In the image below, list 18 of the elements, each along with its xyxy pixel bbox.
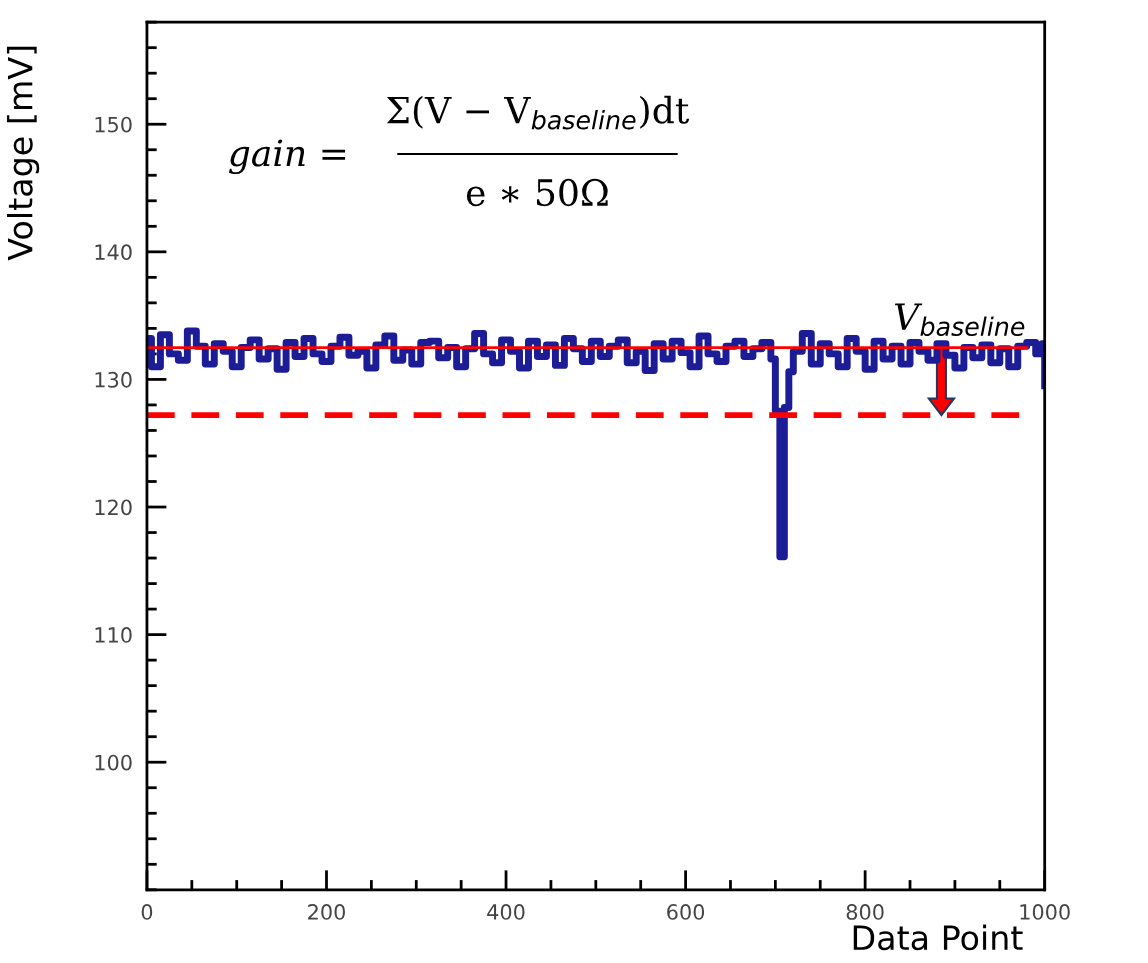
y-tick-label: 100 bbox=[95, 754, 132, 771]
x-tick-label: 600 bbox=[667, 904, 705, 920]
x-axis-title: Data Point bbox=[853, 924, 1023, 951]
y-axis-title: Voltage [mV] bbox=[6, 46, 40, 261]
y-tick-label: 140 bbox=[95, 244, 132, 261]
x-tick-label: 800 bbox=[846, 904, 884, 920]
ref-line-label: V$_{baseline}$ bbox=[894, 303, 1025, 337]
y-tick-label: 120 bbox=[95, 499, 132, 516]
y-tick-label: 110 bbox=[95, 627, 132, 643]
x-tick-label: 1000 bbox=[1020, 904, 1070, 920]
annotation: e ∗ 50Ω bbox=[466, 178, 608, 207]
y-tick-label: 150 bbox=[95, 116, 132, 133]
x-tick-label: 400 bbox=[487, 904, 525, 920]
x-tick-label: 0 bbox=[141, 904, 153, 920]
annotation: gain = bbox=[229, 139, 346, 175]
y-tick-label: 130 bbox=[95, 371, 132, 388]
x-tick-label: 200 bbox=[308, 904, 345, 920]
annotation: Σ(V − V$_{baseline}$)dt bbox=[386, 95, 690, 130]
